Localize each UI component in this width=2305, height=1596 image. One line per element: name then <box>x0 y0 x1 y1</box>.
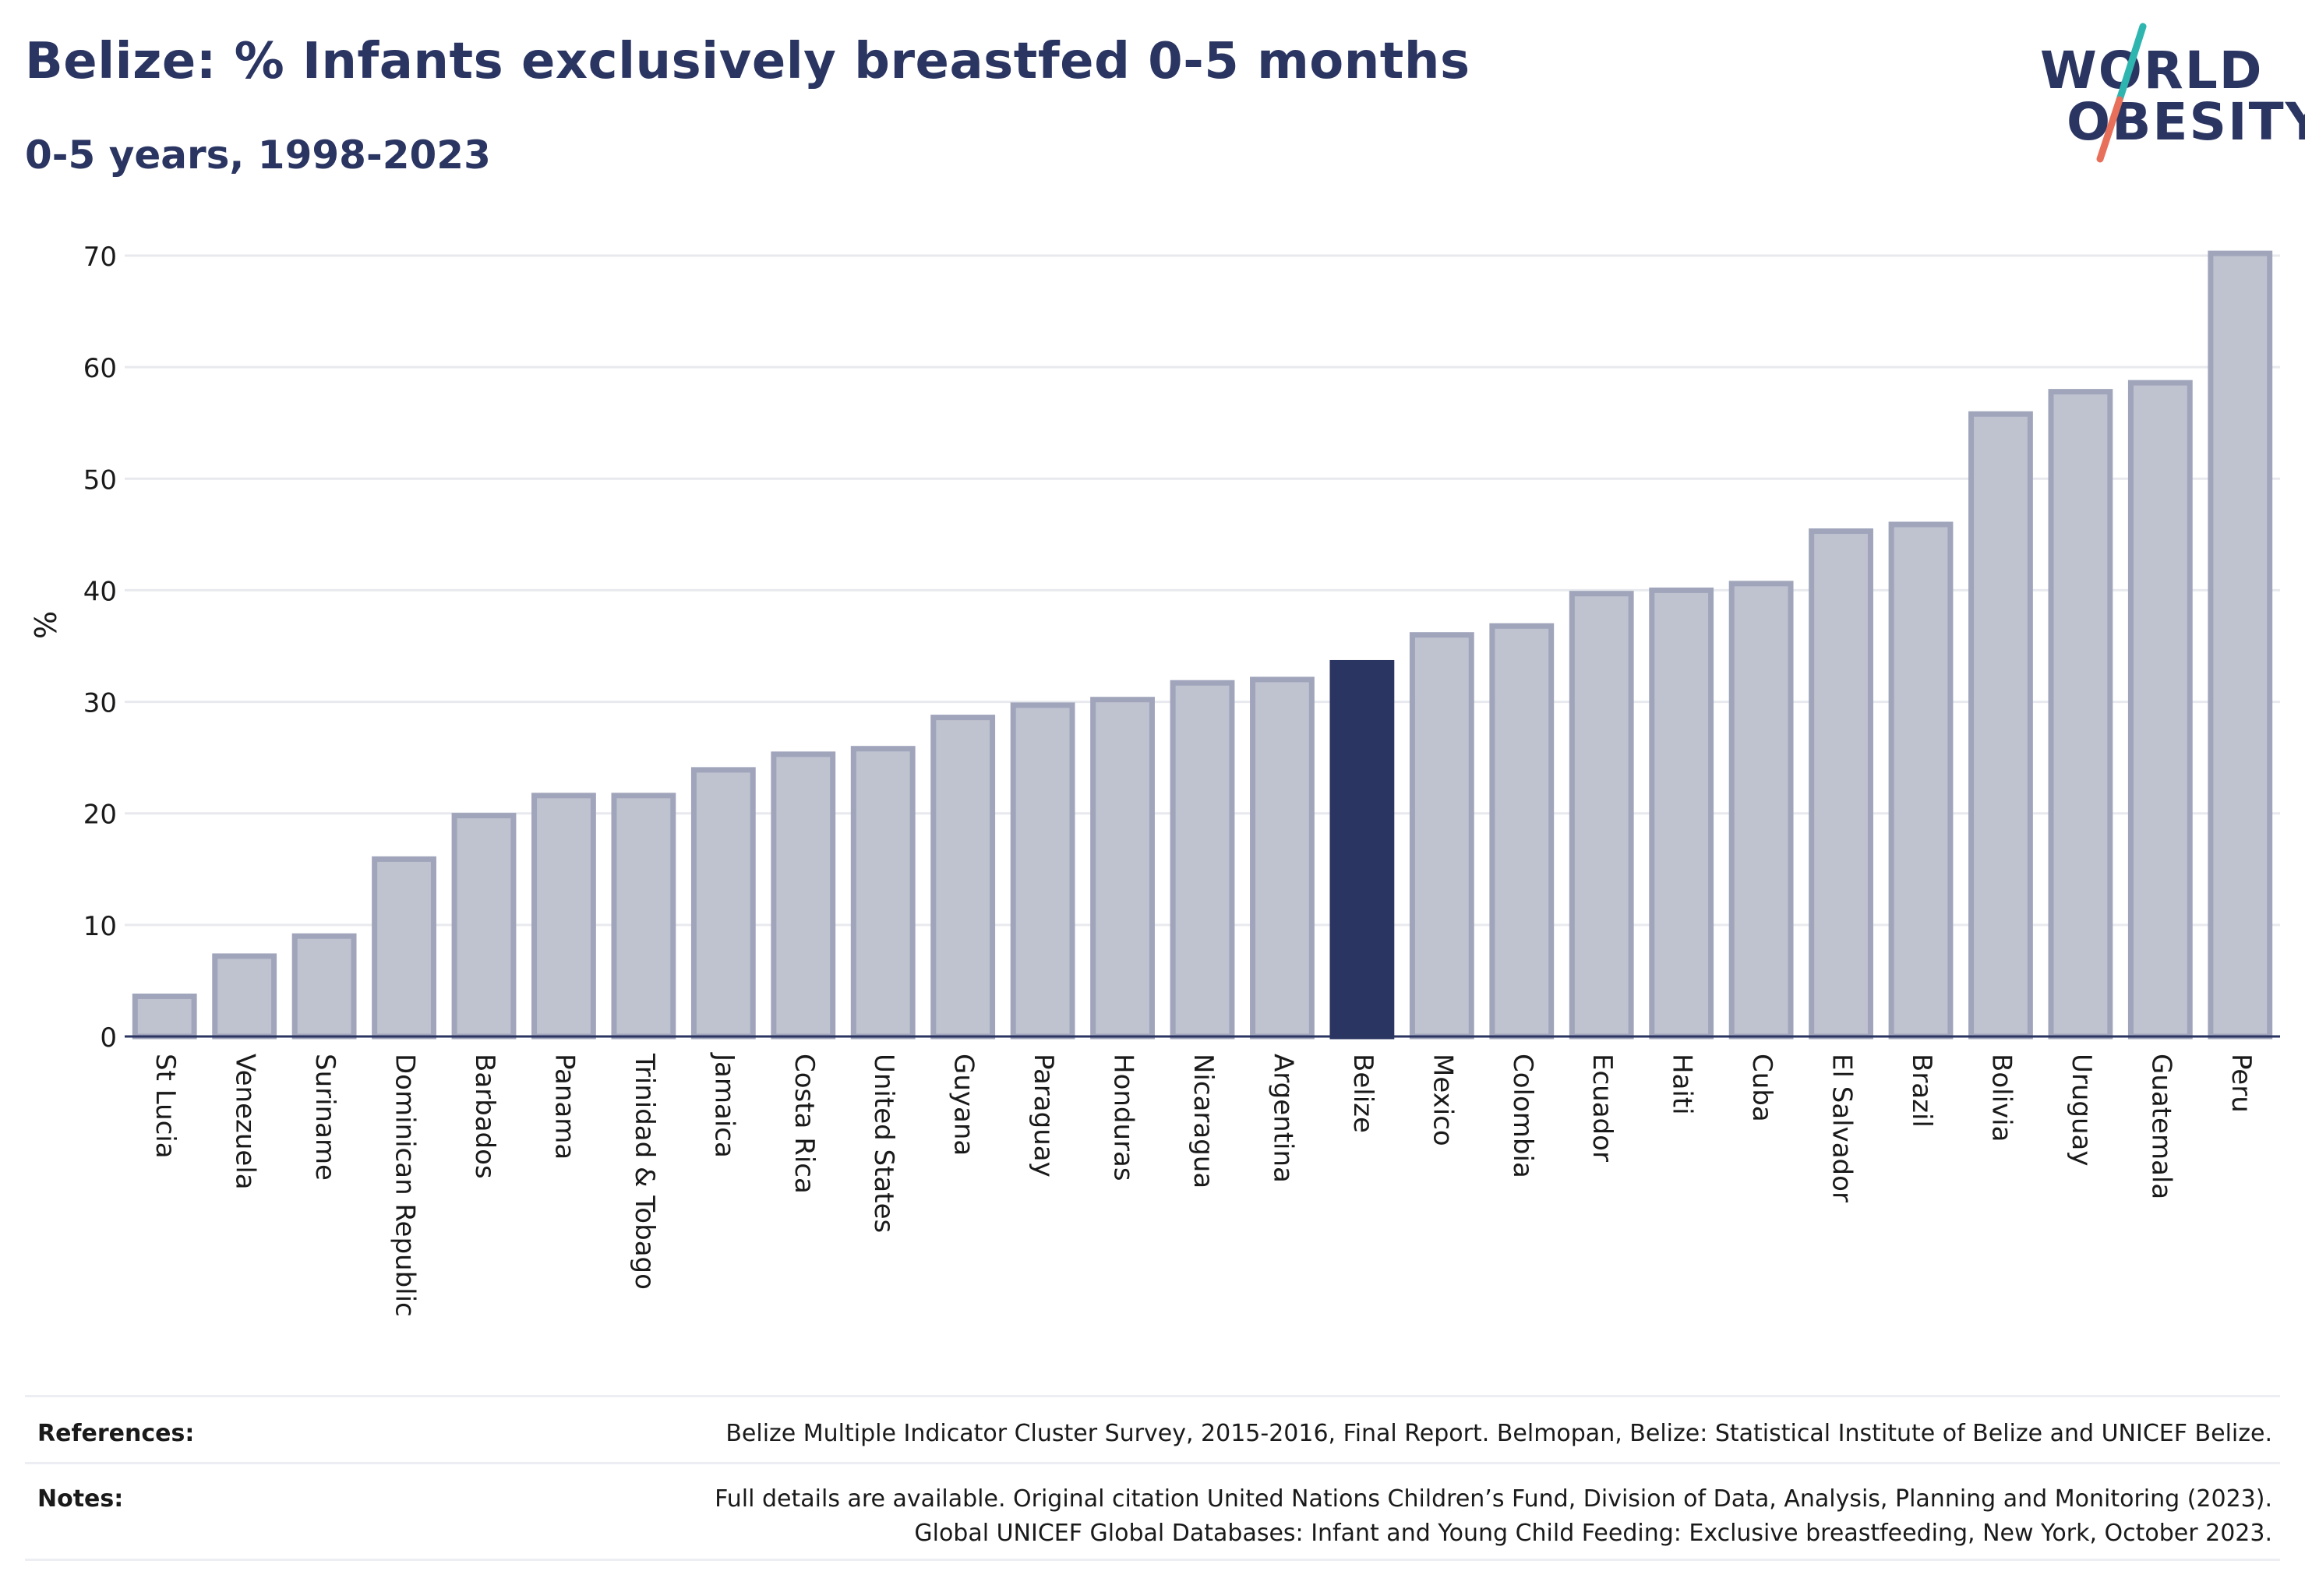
bar <box>1649 587 1714 1040</box>
bar <box>1968 411 2033 1040</box>
bar <box>132 993 197 1040</box>
y-tick-label: 0 <box>100 1022 117 1054</box>
x-tick-label: Suriname <box>309 1054 341 1181</box>
bar <box>2208 250 2273 1040</box>
x-tick-label: Venezuela <box>230 1054 261 1190</box>
bar <box>1409 632 1474 1040</box>
x-tick-label: Bolivia <box>1986 1054 2017 1142</box>
x-tick-label: Brazil <box>1906 1054 1937 1128</box>
bar <box>850 746 916 1040</box>
y-tick-label: 30 <box>83 688 117 719</box>
bar-chart: 0 10 20 30 40 50 60 70% St Lucia Venezuela Surinam… <box>29 242 2280 1317</box>
x-tick-label: Cuba <box>1746 1054 1777 1122</box>
x-tick-label: Costa Rica <box>789 1054 820 1194</box>
bar <box>930 715 996 1040</box>
x-tick-label: Haiti <box>1667 1054 1698 1115</box>
bar-highlighted <box>1329 659 1395 1040</box>
x-tick-label: Nicaragua <box>1188 1054 1219 1188</box>
x-tick-label: St Lucia <box>150 1054 181 1159</box>
bar <box>531 793 596 1040</box>
x-tick-label: Jamaica <box>708 1052 740 1158</box>
x-tick-label: Barbados <box>469 1054 500 1179</box>
notes-text-line-2: Global UNICEF Global Databases: Infant a… <box>914 1520 2272 1547</box>
bar <box>1170 680 1235 1040</box>
y-tick-label: 60 <box>83 353 117 384</box>
x-tick-label: Colombia <box>1507 1054 1538 1178</box>
footer-divider-middle <box>25 1462 2280 1464</box>
y-tick-label: 20 <box>83 800 117 831</box>
chart-subtitle: 0-5 years, 1998-2023 <box>25 132 491 178</box>
bar <box>1489 623 1555 1040</box>
y-tick-label: 70 <box>83 242 117 273</box>
footer-divider-bottom <box>25 1559 2280 1561</box>
chart-title: Belize: % Infants exclusively breastfed … <box>25 33 1470 90</box>
x-tick-label: Dominican Republic <box>390 1054 421 1317</box>
footer-divider-top <box>25 1395 2280 1397</box>
x-tick-label: Paraguay <box>1028 1054 1059 1178</box>
world-obesity-logo: WORLD OBESITY <box>2026 22 2305 170</box>
y-tick-label: 40 <box>83 576 117 607</box>
bar <box>771 751 836 1040</box>
x-tick-label: El Salvador <box>1827 1054 1858 1202</box>
bar <box>1250 676 1315 1040</box>
notes-text-line-1: Full details are available. Original cit… <box>715 1485 2272 1513</box>
logo-slash-icon <box>2096 23 2147 163</box>
x-tick-label: Panama <box>549 1054 580 1160</box>
x-tick-label: Guyana <box>948 1054 980 1156</box>
bars <box>132 250 2273 1040</box>
x-tick-label: Guatemala <box>2145 1054 2176 1199</box>
bar <box>1569 591 1634 1040</box>
bar <box>2127 380 2193 1040</box>
y-tick-label: 50 <box>83 464 117 496</box>
axes: 0 10 20 30 40 50 60 70% St Lucia Venezuela Surinam… <box>29 242 2280 1317</box>
y-tick-label: 10 <box>83 911 117 942</box>
bar <box>1728 581 1794 1040</box>
bar <box>2048 389 2113 1040</box>
x-tick-label: Peru <box>2226 1054 2257 1113</box>
bar <box>1809 528 1873 1040</box>
references-label: References: <box>37 1420 195 1447</box>
x-tick-label: Uruguay <box>2066 1054 2097 1167</box>
x-tick-label: Honduras <box>1108 1054 1139 1181</box>
bar <box>1010 702 1075 1040</box>
x-tick-label: Belize <box>1347 1054 1378 1133</box>
bar <box>690 767 756 1040</box>
bar <box>212 953 277 1040</box>
x-tick-label: Argentina <box>1267 1054 1298 1183</box>
bar <box>1888 521 1954 1040</box>
x-tick-label: Trinidad & Tobago <box>629 1053 660 1290</box>
logo-word-1: WORLD <box>2040 41 2264 101</box>
references-text: Belize Multiple Indicator Cluster Survey… <box>725 1420 2272 1447</box>
bar <box>372 856 436 1040</box>
x-tick-label: Ecuador <box>1587 1054 1618 1162</box>
bar <box>611 793 676 1040</box>
y-axis-label: % <box>29 611 63 639</box>
x-tick-label: Mexico <box>1427 1054 1458 1146</box>
x-tick-label: United States <box>868 1054 899 1233</box>
bar <box>1090 697 1155 1040</box>
notes-label: Notes: <box>37 1485 124 1513</box>
bar <box>291 933 357 1040</box>
bar <box>451 813 517 1040</box>
